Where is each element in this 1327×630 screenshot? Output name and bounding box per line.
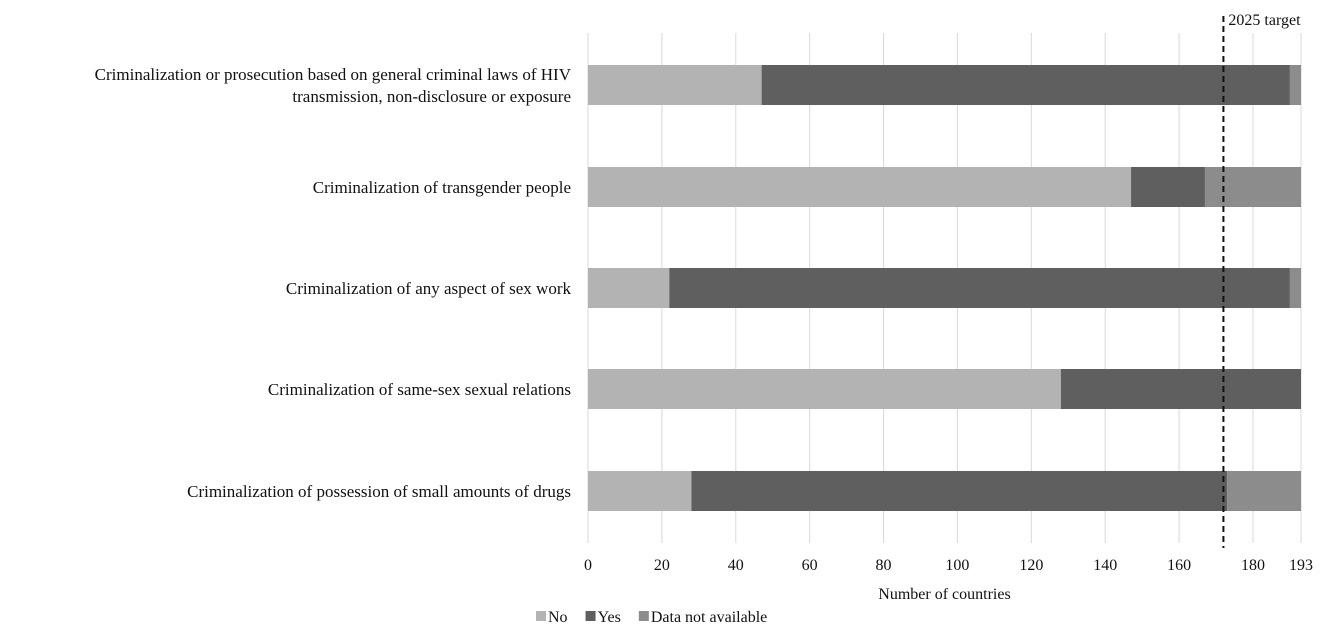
category-labels: Criminalization or prosecution based on …: [95, 65, 572, 501]
bar-4-yes: [1060, 369, 1301, 409]
x-tick-label-120: 120: [1019, 557, 1043, 574]
x-axis-title: Number of countries: [878, 586, 1010, 603]
x-tick-label-100: 100: [945, 557, 969, 574]
legend-label-data-not-available: Data not available: [651, 609, 767, 626]
legend-swatch-data-not-available: [638, 611, 649, 621]
bars: [588, 65, 1301, 511]
x-tick-label-60: 60: [802, 557, 818, 574]
x-tick-labels: 0 20 40 60 80 100 120 140 160 180 193: [584, 557, 1313, 574]
x-tick-label-193: 193: [1289, 557, 1313, 574]
bar-1-data-not-available: [1289, 65, 1301, 105]
x-tick-label-160: 160: [1167, 557, 1191, 574]
legend-label-yes: Yes: [598, 609, 621, 626]
x-tick-label-40: 40: [728, 557, 744, 574]
category-label-2: Criminalization of transgender people: [313, 178, 571, 197]
bar-3-data-not-available: [1289, 268, 1301, 308]
target-line-group: 2025 target: [1222, 12, 1301, 548]
bar-2-data-not-available: [1204, 167, 1301, 207]
bar-5-data-not-available: [1227, 471, 1301, 511]
category-label-5: Criminalization of possession of small a…: [187, 482, 571, 501]
x-tick-label-80: 80: [876, 557, 892, 574]
bar-2-no: [588, 167, 1132, 207]
x-tick-label-180: 180: [1241, 557, 1265, 574]
legend: No Yes Data not available: [536, 609, 767, 626]
x-tick-label-140: 140: [1093, 557, 1117, 574]
bar-1-no: [588, 65, 762, 105]
bar-3-no: [588, 268, 670, 308]
bar-1-yes: [761, 65, 1290, 105]
x-tick-label-0: 0: [584, 557, 592, 574]
legend-label-no: No: [548, 609, 568, 626]
target-label: 2025 target: [1228, 12, 1301, 29]
bar-4-no: [588, 369, 1061, 409]
category-label-1-line-1: Criminalization or prosecution based on …: [95, 65, 572, 84]
bar-3-yes: [669, 268, 1290, 308]
x-tick-label-20: 20: [654, 557, 670, 574]
bar-5-no: [588, 471, 692, 511]
bar-5-yes: [691, 471, 1228, 511]
category-label-3: Criminalization of any aspect of sex wor…: [286, 279, 572, 298]
bar-2-yes: [1131, 167, 1205, 207]
legend-swatch-no: [536, 611, 546, 621]
legend-swatch-yes: [585, 611, 596, 621]
category-label-4: Criminalization of same-sex sexual relat…: [268, 380, 571, 399]
category-label-1-line-2: transmission, non-disclosure or exposure: [292, 87, 571, 106]
